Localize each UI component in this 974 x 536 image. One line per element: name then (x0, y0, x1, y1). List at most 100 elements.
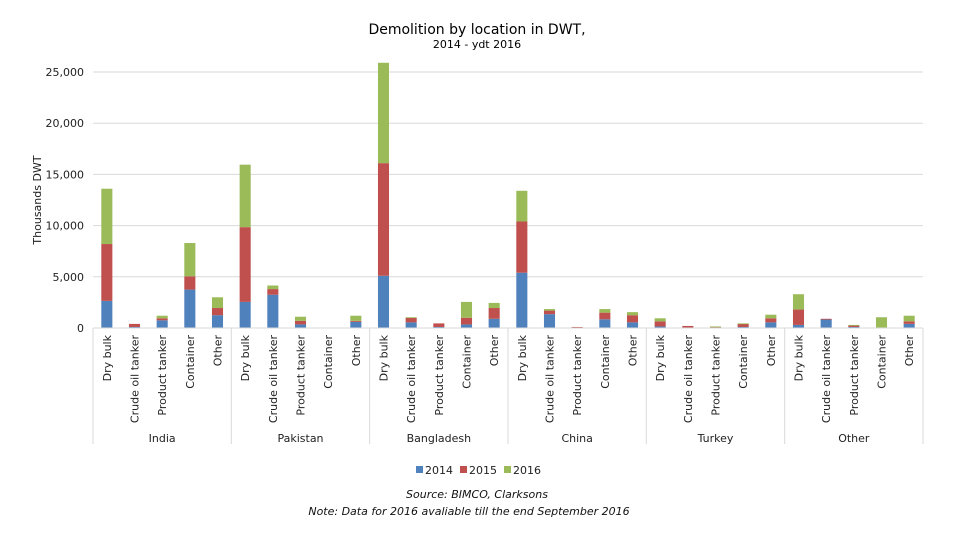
legend-swatch-2016 (504, 466, 511, 473)
bars (101, 62, 915, 329)
bar-segment-2014 (267, 294, 279, 328)
legend: 2014 2015 2016 (416, 464, 541, 477)
y-axis-label: Thousands DWT (31, 155, 44, 245)
y-tick-label: 20,000 (46, 117, 85, 130)
bar-segment-2015 (626, 315, 639, 323)
x-category-label: Product tanker (710, 335, 723, 416)
gridlines (93, 71, 923, 278)
bar-segment-2016 (737, 323, 749, 325)
bar-segment-2014 (239, 301, 251, 328)
bar-segment-2015 (211, 308, 224, 316)
legend-swatch-2015 (460, 466, 467, 473)
bar-segment-2015 (488, 308, 500, 319)
x-category-label: Dry bulk (101, 334, 114, 381)
bar-segment-2014 (792, 324, 805, 328)
x-category-label: Container (737, 335, 750, 389)
bar-segment-2015 (543, 310, 556, 315)
bar-segment-2014 (211, 315, 224, 328)
bar-segment-2016 (875, 317, 888, 328)
y-tick-label: 0 (77, 322, 84, 335)
x-category-label: Product tanker (571, 335, 584, 416)
y-tick-label: 25,000 (46, 66, 85, 79)
bar-segment-2014 (820, 319, 832, 328)
bar-segment-2016 (599, 309, 611, 313)
bar-segment-2014 (101, 300, 113, 328)
x-group-label: Bangladesh (407, 432, 472, 445)
bar-segment-2016 (488, 302, 500, 309)
x-group-label: China (561, 432, 592, 445)
x-category-label: Crude oil tanker (544, 335, 557, 424)
bar-segment-2015 (516, 221, 528, 273)
bar-segment-2015 (128, 323, 141, 327)
bar-segment-2016 (543, 309, 556, 311)
bar-segment-2016 (211, 297, 224, 309)
bar-segment-2015 (184, 276, 196, 290)
bar-segment-2016 (405, 317, 417, 319)
x-category-label: Dry bulk (793, 334, 806, 381)
bar-segment-2014 (433, 326, 445, 328)
x-group-label: Other (838, 432, 870, 445)
bar-segment-2014 (377, 275, 390, 328)
x-category-label: Container (876, 335, 889, 389)
bar-segment-2016 (460, 301, 473, 318)
bar-segment-2015 (848, 325, 860, 327)
bar-segment-2014 (488, 318, 500, 328)
bar-segment-2015 (571, 326, 583, 328)
bar-segment-2014 (903, 323, 915, 328)
x-category-label: Other (627, 335, 640, 367)
bar-segment-2016 (848, 324, 860, 326)
bar-segment-2016 (294, 316, 307, 321)
bar-segment-2016 (377, 62, 390, 164)
x-category-label: Crude oil tanker (405, 335, 418, 424)
legend-swatch-2014 (416, 466, 423, 473)
bar-segment-2015 (350, 320, 362, 322)
legend-label: 2016 (513, 464, 541, 477)
x-category-label: Container (599, 335, 612, 389)
x-category-label: Other (765, 335, 778, 367)
bar-segment-2015 (433, 323, 445, 327)
chart-title: Demolition by location in DWT, (368, 22, 585, 38)
bar-segment-2014 (848, 326, 860, 328)
bar-segment-2015 (709, 326, 722, 328)
bar-segment-2016 (654, 318, 666, 322)
bar-segment-2014 (128, 326, 141, 328)
bar-segment-2015 (101, 244, 113, 301)
bar-segment-2014 (156, 320, 168, 328)
bar-segment-2014 (737, 326, 749, 328)
bar-segment-2015 (460, 317, 473, 325)
x-category-label: Other (212, 335, 225, 367)
y-tick-label: 10,000 (46, 220, 85, 233)
bar-segment-2016 (350, 315, 362, 321)
bar-segment-2016 (765, 314, 777, 319)
bar-segment-2015 (156, 318, 168, 321)
bar-segment-2014 (516, 272, 528, 328)
x-category-label: Other (903, 335, 916, 367)
bar-segment-2015 (682, 325, 694, 328)
bar-segment-2014 (626, 322, 639, 328)
bar-segment-2015 (377, 163, 390, 276)
bar-segment-2016 (709, 326, 722, 328)
x-category-label: Crude oil tanker (267, 335, 280, 424)
x-category-label: Container (461, 335, 474, 389)
bar-segment-2014 (654, 326, 666, 328)
bar-segment-2014 (543, 314, 556, 328)
bar-segment-2015 (294, 320, 307, 325)
x-category-label: Crude oil tanker (820, 335, 833, 424)
bar-segment-2015 (765, 318, 777, 323)
bar-segment-2016 (184, 243, 196, 277)
x-category-label: Crude oil tanker (682, 335, 695, 424)
bar-segment-2014 (460, 324, 473, 328)
bar-segment-2014 (405, 322, 417, 328)
bar-segment-2015 (239, 227, 251, 302)
chart-subtitle: 2014 - ydt 2016 (433, 38, 521, 51)
bar-segment-2015 (820, 318, 832, 320)
x-category-label: Container (322, 335, 335, 389)
bar-segment-2016 (101, 188, 113, 245)
y-tick-label: 15,000 (46, 168, 85, 181)
bar-segment-2015 (654, 321, 666, 327)
x-group-label: Turkey (697, 432, 734, 445)
bar-segment-2015 (792, 309, 805, 325)
x-category-label: Dry bulk (239, 334, 252, 381)
bar-segment-2016 (626, 312, 639, 316)
